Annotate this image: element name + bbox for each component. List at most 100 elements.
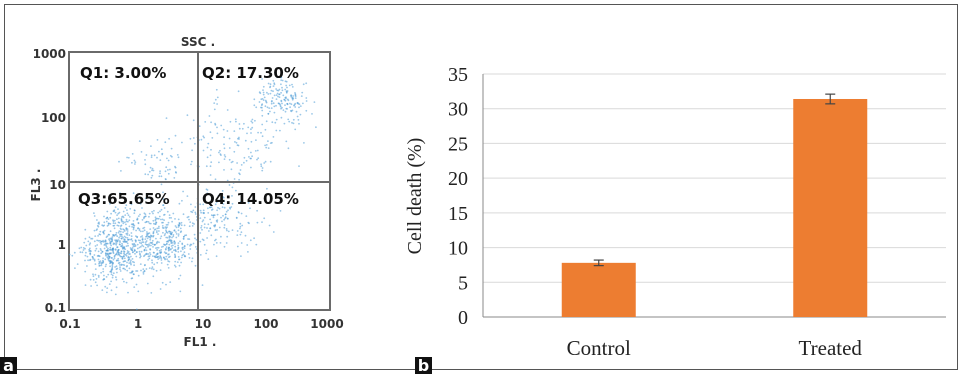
scatter-point [141,219,144,221]
scatter-point [294,97,297,99]
scatter-point [218,199,221,202]
scatter-point [97,250,100,253]
scatter-point [122,222,125,225]
scatter-point [168,235,171,238]
scatter-point [152,275,155,278]
scatter-point [93,258,96,261]
scatter-point [91,237,94,240]
scatter-point [290,109,292,112]
scatter-point [238,136,240,139]
scatter-point [239,169,242,171]
scatter-point [202,203,205,206]
scatter-point [105,263,107,266]
scatter-point [194,211,197,214]
scatter-point [113,242,116,245]
scatter-point [142,245,145,248]
scatter-point [168,260,171,263]
scatter-point [106,242,109,245]
scatter-point [257,157,260,160]
scatter-point [188,218,190,221]
scatter-point [166,263,169,266]
scatter-point [261,221,263,224]
scatter-point [179,290,182,293]
scatter-point [223,224,226,226]
scatter-point [152,212,154,215]
scatter-point [257,131,259,134]
scatter-point [165,246,168,249]
scatter-point [135,255,138,258]
scatter-point [124,214,127,217]
scatter-point [263,162,266,164]
scatter-point [95,247,98,250]
scatter-point [99,241,102,244]
scatter-point [245,215,248,218]
scatter-point [97,274,100,277]
scatter-point [119,230,122,233]
panel-b-label: b [415,357,432,374]
scatter-point [84,270,87,273]
scatter-point [133,159,136,162]
scatter-point [203,136,206,139]
scatter-point [120,245,123,248]
scatter-point [275,129,278,132]
scatter-point [199,203,202,206]
scatter-point [156,261,159,264]
scatter-point [89,242,92,245]
scatter-point [200,226,203,229]
scatter-point [88,250,91,253]
scatter-point [158,257,161,259]
bar-chart-category-labels: Control Treated [567,336,863,360]
scatter-point [127,244,129,247]
scatter-point [271,97,274,99]
scatter-point [183,235,185,238]
scatter-point [114,266,116,268]
scatter-point [149,252,151,254]
scatter-point [302,83,305,86]
figure-frame [4,4,958,370]
scatter-point [115,286,118,289]
scatter-point [115,276,117,279]
scatter-point [156,252,159,255]
scatter-point [160,262,163,264]
scatter-point [216,103,219,105]
scatter-point [156,139,159,141]
scatter-point [216,229,219,231]
scatter-point [291,86,294,88]
scatter-point [215,242,218,244]
scatter-point [132,228,135,231]
scatter-point [134,252,136,255]
scatter-point [228,184,231,186]
scatter-point [154,228,157,231]
scatter-point [287,147,290,150]
scatter-point [291,121,293,124]
scatter-y-tick-label: 10 [49,178,66,192]
scatter-point [117,221,120,224]
scatter-point [105,252,107,255]
scatter-point [156,256,159,258]
scatter-point [270,107,273,109]
scatter-point [262,89,264,91]
scatter-point [213,243,215,246]
scatter-point [240,231,243,234]
scatter-point [161,225,164,227]
scatter-point [275,118,278,121]
scatter-point [194,206,197,208]
scatter-point [148,212,151,215]
scatter-point [92,275,95,278]
scatter-point [103,278,106,281]
scatter-point [119,252,122,255]
scatter-point [256,209,258,212]
scatter-point [199,217,202,220]
scatter-point [115,241,117,243]
scatter-point [298,122,300,125]
scatter-point [273,82,276,85]
scatter-point [206,156,209,159]
scatter-point [239,222,242,225]
scatter-point [123,280,125,283]
scatter-point [171,251,174,254]
scatter-point [109,216,112,219]
scatter-point [93,212,95,215]
scatter-point [126,237,129,239]
scatter-point [148,232,151,235]
scatter-point [224,213,227,216]
